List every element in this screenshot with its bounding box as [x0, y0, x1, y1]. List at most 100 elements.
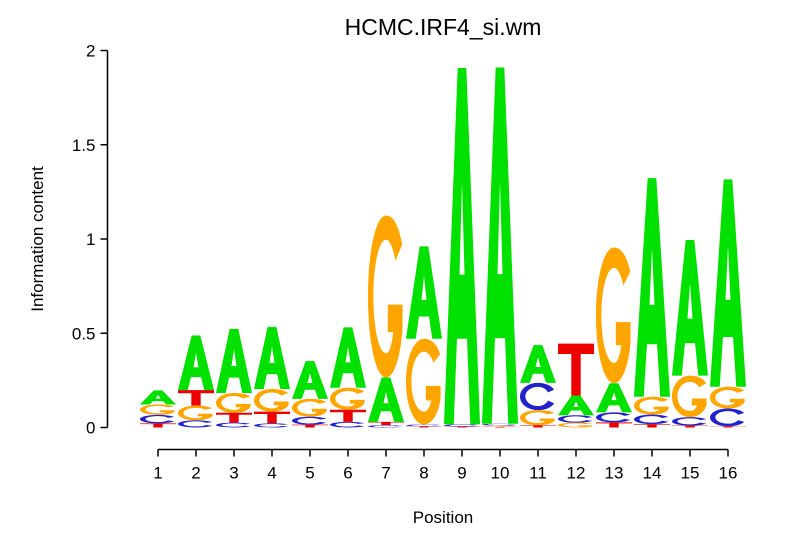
logo-letter-C: [558, 415, 593, 423]
x-tick-label: 13: [605, 464, 624, 483]
x-tick-label: 15: [681, 464, 700, 483]
x-axis-label: Position: [412, 508, 474, 527]
logo-letter-G: [178, 405, 213, 421]
logo-letter-C: [482, 423, 517, 426]
logo-column-13: [596, 247, 632, 428]
logo-column-3: [216, 328, 252, 428]
y-tick-label: 2: [86, 42, 95, 61]
logo-letter-G: [140, 404, 175, 415]
logo-letter-C: [444, 424, 479, 427]
logo-letter-C: [292, 416, 327, 425]
logo-letter-G: [710, 386, 745, 409]
logo-letter-G: [292, 398, 327, 417]
logo-column-10: [482, 67, 518, 428]
logo-column-1: [140, 390, 176, 428]
y-tick-label: 0.5: [72, 324, 96, 343]
logo-letter-C: [216, 422, 251, 428]
x-tick-label: 3: [229, 464, 238, 483]
x-tick-label: 9: [457, 464, 466, 483]
logo-letter-A: [482, 67, 518, 424]
x-tick-label: 2: [191, 464, 200, 483]
logo-letter-T: [406, 426, 442, 428]
logo-column-11: [520, 345, 556, 428]
logo-letter-T: [140, 423, 176, 428]
x-tick-label: 4: [267, 464, 276, 483]
logo-letter-G: [482, 425, 517, 427]
logo-letter-T: [292, 424, 328, 428]
logo-letter-G: [672, 375, 707, 418]
y-tick-label: 0: [86, 419, 95, 438]
x-tick-label: 8: [419, 464, 428, 483]
x-tick-label: 1: [153, 464, 162, 483]
logo-column-7: [368, 215, 404, 428]
logo-letter-A: [368, 377, 404, 422]
logo-letter-T: [672, 425, 708, 428]
logo-letter-G: [330, 387, 365, 410]
logo-column-12: [558, 343, 594, 428]
logo-letter-C: [672, 417, 707, 426]
logo-letter-G: [634, 396, 669, 415]
chart-title: HCMC.IRF4_si.wm: [344, 14, 542, 40]
x-tick-label: 16: [719, 464, 738, 483]
logo-letter-G: [368, 215, 403, 378]
logo-letter-C: [140, 414, 175, 424]
logo-letter-G: [406, 338, 441, 425]
logo-letter-A: [406, 246, 442, 339]
logo-letter-A: [444, 68, 480, 425]
logo-column-14: [634, 178, 670, 428]
logo-letter-T: [444, 426, 480, 428]
logo-letter-T: [558, 343, 594, 396]
logo-letter-T: [710, 426, 746, 428]
logo-letter-A: [596, 383, 632, 413]
logo-letter-T: [520, 425, 556, 428]
logo-letter-T: [482, 426, 518, 428]
logo-letter-C: [330, 421, 365, 428]
y-tick-label: 1.5: [72, 136, 96, 155]
logo-letter-C: [406, 424, 441, 427]
x-tick-label: 11: [529, 464, 547, 483]
x-tick-label: 5: [305, 464, 314, 483]
x-tick-label: 14: [643, 464, 662, 483]
logo-letter-T: [596, 422, 632, 428]
logo-letter-T: [330, 409, 366, 422]
logo-column-15: [672, 239, 708, 428]
logo-column-16: [710, 179, 746, 428]
logo-letter-T: [634, 424, 670, 428]
logo-letter-T: [254, 411, 290, 424]
y-tick-label: 1: [86, 230, 95, 249]
logo-letter-A: [178, 335, 214, 391]
x-tick-label: 10: [491, 464, 510, 483]
logo-letter-C: [710, 408, 745, 427]
logo-letter-G: [596, 247, 631, 384]
logo-column-6: [330, 327, 366, 428]
logo-column-4: [254, 326, 290, 428]
logo-letter-A: [710, 179, 746, 387]
logo-letter-C: [520, 382, 555, 411]
logo-letter-A: [292, 361, 328, 399]
logo-letter-C: [254, 423, 289, 428]
logo-column-8: [406, 246, 442, 428]
x-tick-label: 6: [343, 464, 352, 483]
logo-letter-T: [216, 412, 252, 423]
logo-letter-C: [368, 425, 403, 428]
logo-letter-T: [368, 421, 404, 426]
logo-letter-G: [520, 410, 555, 426]
logo-letter-C: [596, 412, 631, 423]
logo-column-5: [292, 361, 328, 428]
logo-letter-C: [178, 420, 213, 428]
logo-letter-G: [254, 389, 289, 412]
logo-column-2: [178, 335, 214, 428]
logo-letter-T: [178, 390, 214, 406]
x-tick-label: 7: [381, 464, 390, 483]
logo-letter-A: [672, 239, 708, 376]
logo-letter-A: [330, 327, 366, 388]
logo-letter-A: [216, 328, 252, 394]
logo-letter-C: [634, 414, 669, 425]
logo-letter-A: [140, 390, 176, 405]
logo-letter-A: [520, 345, 556, 383]
logo-letter-A: [634, 178, 670, 397]
logo-column-9: [444, 68, 480, 428]
logo-letter-G: [216, 393, 251, 413]
